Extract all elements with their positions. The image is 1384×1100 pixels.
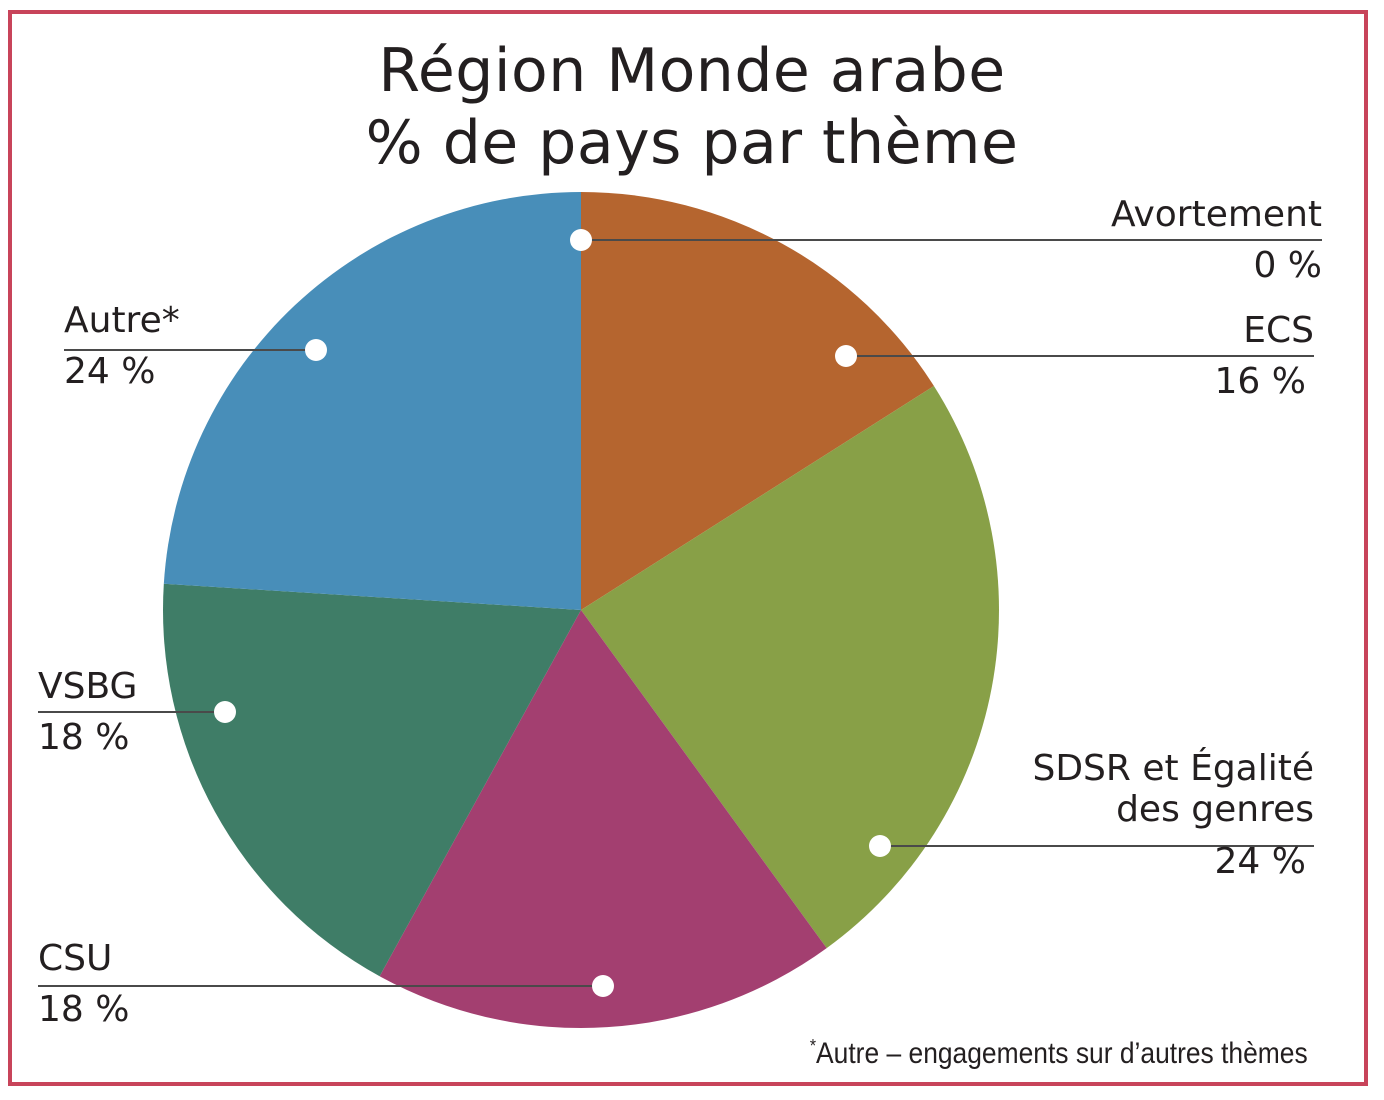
label-vsbg: VSBG 18 %	[38, 666, 137, 759]
pie-slice-5	[163, 583, 582, 977]
label-autre-name: Autre*	[64, 300, 180, 341]
pie-slice-2	[581, 192, 934, 610]
leader-dot-1	[570, 229, 592, 251]
footnote-marker: *	[810, 1036, 817, 1056]
label-vsbg-name: VSBG	[38, 666, 138, 707]
label-avortement-value: 0 %	[1253, 245, 1322, 287]
footnote-text: Autre – engagements sur d’autres thèmes	[816, 1037, 1308, 1070]
label-sdsr-value: 24 %	[1214, 840, 1306, 882]
pie-slice-4	[379, 610, 827, 1028]
label-avortement-name: Avortement	[1110, 194, 1322, 235]
leader-dot-6	[305, 339, 327, 361]
chart-title-line-2: % de pays par thème	[365, 108, 1019, 178]
label-vsbg-value: 18 %	[38, 717, 130, 759]
label-sdsr: SDSR et Égalité des genres 24 %	[1032, 748, 1314, 882]
label-ecs-name: ECS	[1243, 310, 1314, 351]
label-ecs: ECS 16 %	[1215, 310, 1314, 403]
chart-frame	[8, 10, 1368, 1086]
leader-dot-2	[835, 345, 857, 367]
label-avortement: Avortement 0 %	[1111, 194, 1322, 287]
label-autre: Autre* 24 %	[64, 300, 180, 393]
leader-dot-5	[214, 701, 236, 723]
label-csu-name: CSU	[38, 938, 113, 979]
label-ecs-value: 16 %	[1214, 361, 1306, 403]
chart-title-line-1: Région Monde arabe	[378, 36, 1006, 106]
pie-slice-3	[581, 386, 999, 949]
label-csu: CSU 18 %	[38, 938, 129, 1031]
label-autre-value: 24 %	[64, 351, 156, 393]
leader-dot-3	[869, 835, 891, 857]
pie-slice-6	[163, 192, 581, 610]
label-sdsr-name-1: SDSR et Égalité	[1032, 748, 1314, 789]
leader-dot-4	[592, 975, 614, 997]
footnote: *Autre – engagements sur d’autres thèmes	[810, 1036, 1308, 1071]
label-csu-value: 18 %	[38, 989, 130, 1031]
label-sdsr-name-2: des genres	[1116, 789, 1314, 831]
